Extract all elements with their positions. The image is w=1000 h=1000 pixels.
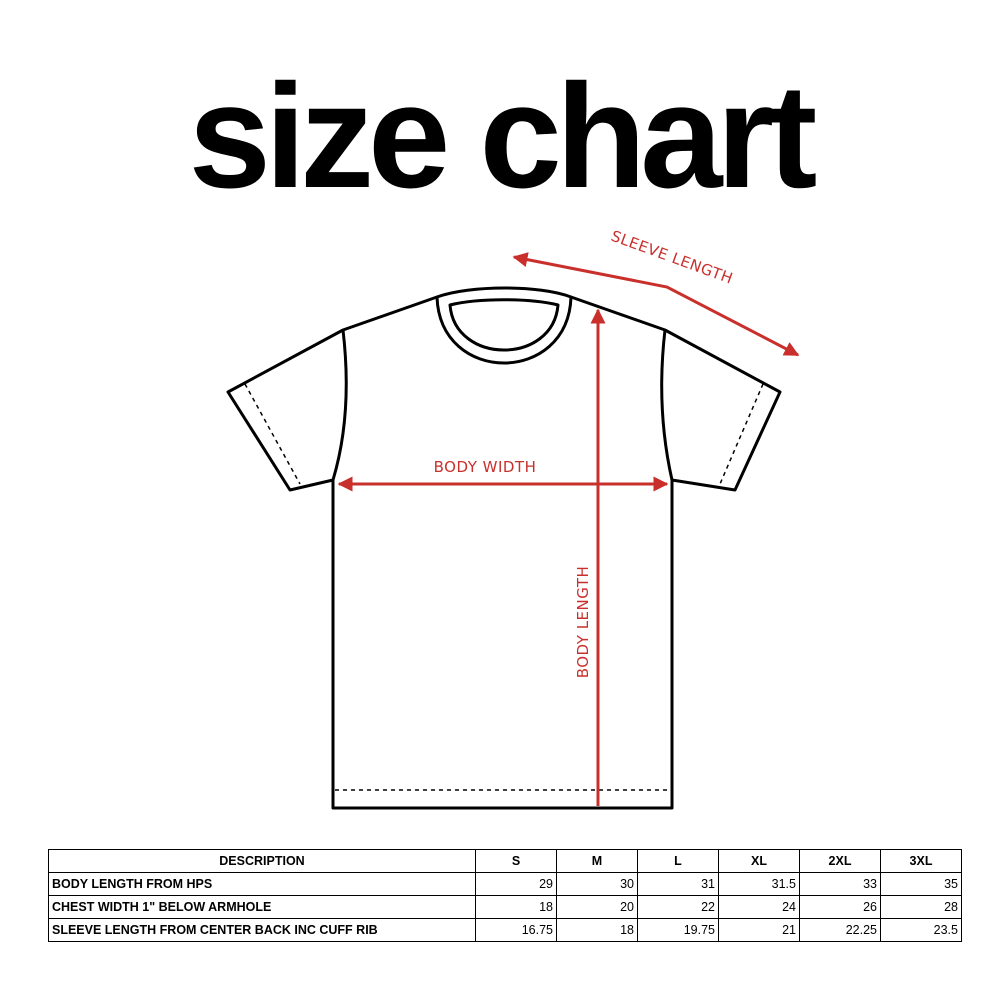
table-row: BODY LENGTH FROM HPS 29 30 31 31.5 33 35 [48,872,962,896]
cell-value: 21 [718,918,800,942]
measure-arrows [337,252,800,806]
cell-value: 30 [556,872,638,896]
cell-value: 18 [475,895,557,919]
sleeve-length-arrow [512,252,800,357]
cell-value: 29 [475,872,557,896]
row-description: SLEEVE LENGTH FROM CENTER BACK INC CUFF … [48,918,476,942]
cell-value: 22.25 [799,918,881,942]
cell-value: 19.75 [637,918,719,942]
header-size: M [556,849,638,873]
cell-value: 16.75 [475,918,557,942]
body-width-label: BODY WIDTH [434,458,537,476]
header-description: DESCRIPTION [48,849,476,873]
cell-value: 28 [880,895,962,919]
cell-value: 26 [799,895,881,919]
body-length-label: BODY LENGTH [574,566,592,679]
cell-value: 31 [637,872,719,896]
cell-value: 18 [556,918,638,942]
header-size: 3XL [880,849,962,873]
cell-value: 24 [718,895,800,919]
cell-value: 23.5 [880,918,962,942]
header-size: L [637,849,719,873]
row-description: CHEST WIDTH 1" BELOW ARMHOLE [48,895,476,919]
tshirt-diagram: SLEEVE LENGTH BODY WIDTH BODY LENGTH [226,227,800,810]
table-row: SLEEVE LENGTH FROM CENTER BACK INC CUFF … [48,918,962,942]
tshirt-outline [226,286,782,810]
cell-value: 35 [880,872,962,896]
header-size: 2XL [799,849,881,873]
cell-value: 33 [799,872,881,896]
header-size: XL [718,849,800,873]
stitch-lines [244,383,764,791]
cell-value: 20 [556,895,638,919]
table-row: CHEST WIDTH 1" BELOW ARMHOLE 18 20 22 24… [48,895,962,919]
cell-value: 22 [637,895,719,919]
size-table: DESCRIPTION S M L XL 2XL 3XL BODY LENGTH… [48,849,962,942]
cell-value: 31.5 [718,872,800,896]
table-header-row: DESCRIPTION S M L XL 2XL 3XL [48,849,962,873]
page-title: size chart [188,54,818,219]
header-size: S [475,849,557,873]
row-description: BODY LENGTH FROM HPS [48,872,476,896]
